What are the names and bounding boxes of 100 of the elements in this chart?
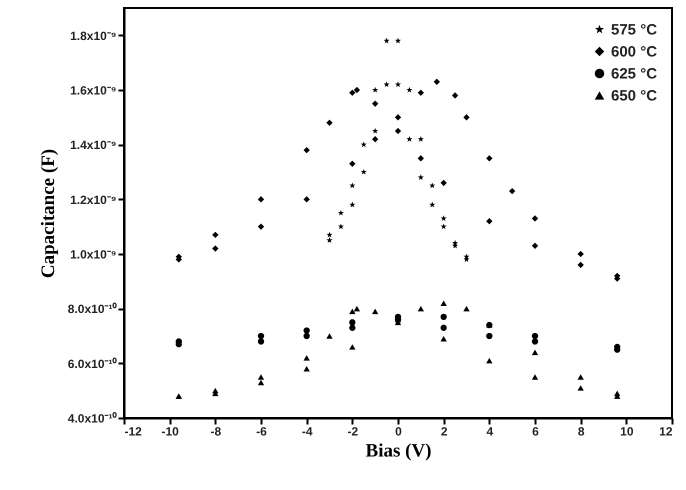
point xyxy=(434,78,440,85)
point xyxy=(406,86,412,93)
point xyxy=(406,136,412,142)
point xyxy=(258,332,264,340)
point xyxy=(338,224,344,230)
point xyxy=(304,327,310,334)
point xyxy=(440,215,447,222)
point xyxy=(326,232,333,238)
legend-label: 650 °C xyxy=(611,88,658,104)
point xyxy=(440,314,447,320)
point xyxy=(304,355,310,361)
point xyxy=(440,300,447,306)
point xyxy=(418,306,424,312)
point xyxy=(349,344,356,350)
x-tick-label: 10 xyxy=(620,424,634,438)
y-tick-label: 1.2x10⁻⁹ xyxy=(70,192,116,207)
point xyxy=(349,324,356,331)
x-axis-title: Bias (V) xyxy=(366,440,432,462)
point xyxy=(486,358,492,364)
point xyxy=(418,90,424,96)
y-tick-label: 1.6x10⁻⁹ xyxy=(70,84,116,98)
y-tick-label: 1.0x10⁻⁹ xyxy=(70,248,116,262)
point xyxy=(418,174,424,180)
point xyxy=(578,262,584,268)
legend-label: 575 °C xyxy=(611,22,658,38)
point xyxy=(486,332,492,340)
x-tick-label: -8 xyxy=(210,424,222,438)
x-tick-label: -6 xyxy=(256,424,268,438)
point xyxy=(578,250,584,258)
point xyxy=(349,160,356,167)
point xyxy=(304,366,310,372)
x-tick-label: 6 xyxy=(532,424,540,438)
point xyxy=(486,218,492,224)
point xyxy=(486,155,492,162)
point xyxy=(304,196,310,202)
point xyxy=(578,374,584,380)
point xyxy=(394,81,402,88)
point xyxy=(418,136,424,142)
point xyxy=(509,188,516,194)
point xyxy=(372,86,378,93)
point xyxy=(384,81,390,88)
point xyxy=(463,306,470,312)
point xyxy=(304,146,310,154)
point xyxy=(258,224,264,230)
y-axis-title: Capacitance (F) xyxy=(38,148,59,278)
y-tick-label: 1.4x10⁻⁹ xyxy=(70,138,116,152)
point xyxy=(452,92,458,99)
point xyxy=(354,86,360,94)
point xyxy=(463,114,470,120)
point xyxy=(258,374,264,380)
y-tick-label: 1.8x10⁻⁹ xyxy=(70,28,116,43)
point xyxy=(304,332,310,340)
x-tick-label: 8 xyxy=(578,424,585,438)
x-tick-label: -2 xyxy=(347,424,358,438)
point xyxy=(258,380,264,386)
x-tick-label: 0 xyxy=(395,424,402,438)
point xyxy=(532,374,538,380)
point xyxy=(463,254,470,260)
point xyxy=(258,338,264,345)
point xyxy=(532,332,538,340)
x-tick-label: -4 xyxy=(302,424,313,438)
point xyxy=(212,232,218,238)
point xyxy=(440,324,447,331)
point xyxy=(349,90,356,96)
y-tick-label: 8.0x10⁻¹⁰ xyxy=(68,302,118,316)
point xyxy=(360,142,367,148)
point xyxy=(372,136,378,142)
point xyxy=(532,215,538,222)
point xyxy=(372,308,378,314)
point xyxy=(258,196,264,202)
point xyxy=(349,319,356,326)
point xyxy=(212,245,218,252)
point xyxy=(394,114,402,120)
point xyxy=(614,390,620,396)
point xyxy=(394,128,402,134)
point xyxy=(394,38,402,44)
point xyxy=(532,338,538,345)
x-tick-label: -10 xyxy=(161,424,180,438)
point xyxy=(440,224,447,230)
point xyxy=(349,182,356,188)
point xyxy=(326,120,333,126)
point xyxy=(372,128,378,134)
point xyxy=(418,155,424,162)
point xyxy=(338,210,344,216)
x-tick-label: 2 xyxy=(440,424,448,438)
point xyxy=(452,240,458,246)
point xyxy=(349,308,356,314)
point xyxy=(349,202,356,208)
x-tick-label: -12 xyxy=(124,424,142,438)
point xyxy=(440,180,447,186)
x-tick-label: 4 xyxy=(486,424,494,438)
point xyxy=(384,38,390,44)
point xyxy=(429,202,436,208)
point xyxy=(429,182,436,188)
x-tick-label: 12 xyxy=(659,424,673,438)
point xyxy=(532,350,538,356)
legend-label: 625 °C xyxy=(611,66,658,82)
point xyxy=(578,385,584,391)
point xyxy=(360,168,367,175)
y-tick-label: 4.0x10⁻¹⁰ xyxy=(68,412,118,426)
